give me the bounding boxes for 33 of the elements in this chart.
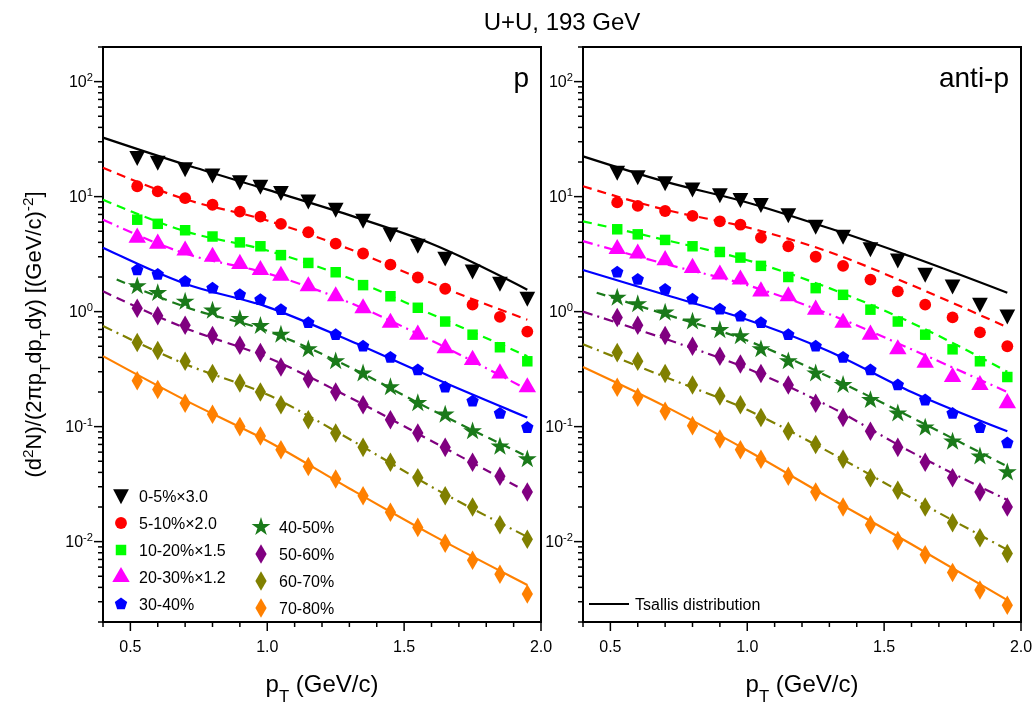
legend-label: 0-5%×3.0 [139, 487, 209, 505]
y-tick-label: 10$^{2}$ [68, 71, 93, 91]
y-tick-label: 10$^{2}$ [548, 71, 573, 91]
x-tick-label: 2.0 [1009, 638, 1033, 655]
legend-label: 20-30%×1.2 [139, 568, 226, 586]
x-tick-label: 2.0 [529, 638, 553, 655]
y-tick-label: 10$^{0}$ [68, 301, 93, 321]
y-tick-label: 10$^{1}$ [68, 186, 93, 206]
annotation: p [513, 62, 529, 93]
legend-label: 70-80% [279, 599, 335, 617]
legend-label: 40-50% [279, 518, 335, 536]
legend-label: 5-10%×2.0 [139, 514, 217, 532]
x-axis-title: p$_{T}$ (GeV/c) [745, 670, 859, 706]
y-tick-label: 10$^{-2}$ [65, 531, 93, 551]
y-tick-label: 10$^{1}$ [548, 186, 573, 206]
legend-label: 30-40% [139, 595, 195, 613]
legend-label: 60-70% [279, 572, 335, 590]
x-tick-label: 1.5 [873, 638, 896, 655]
annotation: anti-p [938, 62, 1009, 93]
legend-label: Tsallis distribution [635, 595, 761, 613]
legend-label: 50-60% [279, 545, 335, 563]
x-axis-title: p$_{T}$ (GeV/c) [265, 670, 379, 706]
x-tick-label: 1.0 [736, 638, 759, 655]
x-tick-label: 0.5 [599, 638, 622, 655]
y-tick-label: 10$^{0}$ [548, 301, 573, 321]
x-tick-label: 0.5 [119, 638, 142, 655]
legend-label: 10-20%×1.5 [139, 541, 226, 559]
y-tick-label: 10$^{-1}$ [545, 416, 573, 436]
y-tick-label: 10$^{-1}$ [65, 416, 93, 436]
x-tick-label: 1.5 [393, 638, 416, 655]
chart-title: U+U, 193 GeV [483, 8, 641, 35]
y-tick-label: 10$^{-2}$ [545, 531, 573, 551]
x-tick-label: 1.0 [256, 638, 279, 655]
